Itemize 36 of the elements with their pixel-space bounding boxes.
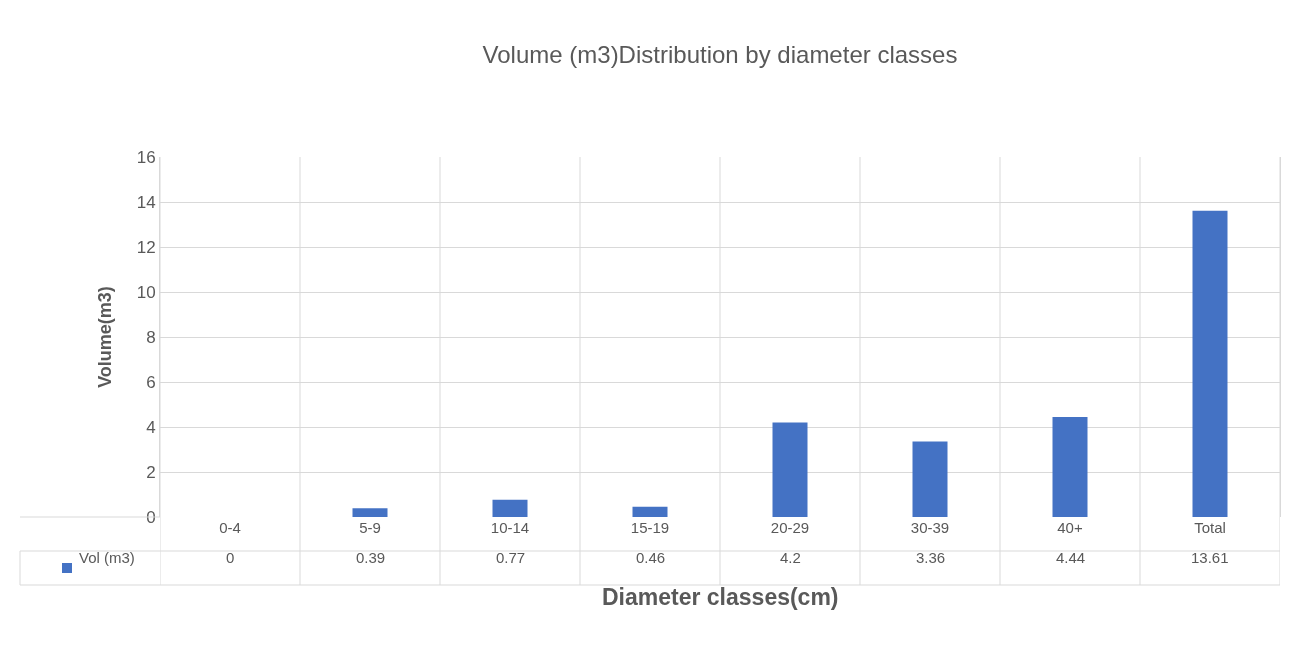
y-tick-label: 4 (146, 417, 156, 437)
y-tick-label: 16 (136, 147, 156, 167)
bar (912, 441, 948, 517)
data-label: 0.39 (356, 549, 386, 566)
x-tick-label: 10-14 (490, 519, 530, 536)
bar (352, 508, 388, 517)
data-label: 4.44 (1056, 549, 1086, 566)
data-label: 3.36 (916, 549, 946, 566)
x-tick-label: 30-39 (910, 519, 950, 536)
y-tick-label: 2 (146, 462, 156, 482)
bar (632, 506, 668, 517)
bar (1052, 417, 1088, 517)
x-tick-label: 40+ (1057, 519, 1083, 536)
x-tick-label: Total (1194, 519, 1226, 536)
x-tick-label: 15-19 (630, 519, 670, 536)
data-label: 13.61 (1191, 549, 1229, 566)
bar (1192, 210, 1228, 517)
y-axis-title: Volume(m3) (94, 286, 115, 388)
y-tick-label: 8 (146, 327, 156, 347)
data-label: 0.77 (496, 549, 526, 566)
y-tick-label: 0 (146, 507, 156, 527)
data-label: 0 (226, 549, 235, 566)
legend-label: Vol (m3) (79, 549, 135, 566)
y-tick-label: 14 (136, 192, 156, 212)
y-tick-label: 10 (136, 282, 156, 302)
y-tick-label: 6 (146, 372, 156, 392)
x-tick-label: 5-9 (359, 519, 381, 536)
chart-title: Volume (m3)Distribution by diameter classes (482, 41, 958, 69)
data-label: 0.46 (636, 549, 666, 566)
x-axis-title: Diameter classes(cm) (602, 584, 839, 610)
bar (492, 499, 528, 517)
data-label: 4.2 (780, 549, 801, 566)
x-tick-label: 0-4 (219, 519, 241, 536)
y-tick-label: 12 (136, 237, 156, 257)
bar (772, 422, 808, 517)
x-tick-label: 20-29 (770, 519, 810, 536)
